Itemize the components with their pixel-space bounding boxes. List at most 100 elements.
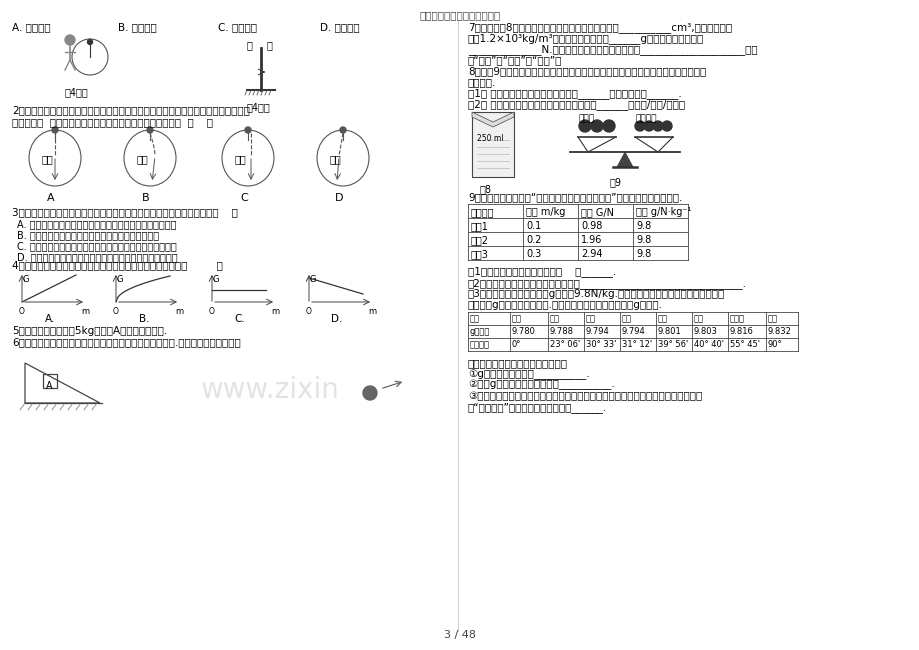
Text: 31° 12': 31° 12' bbox=[621, 340, 652, 349]
Text: 广州: 广州 bbox=[550, 314, 560, 323]
Circle shape bbox=[65, 35, 75, 45]
Text: 9.832: 9.832 bbox=[767, 327, 791, 336]
Text: 0.3: 0.3 bbox=[526, 249, 540, 259]
Text: O: O bbox=[209, 307, 215, 316]
Text: 4、如图所示地图像中，能表示物体所受重力与质量关系地是（         ）: 4、如图所示地图像中，能表示物体所受重力与质量关系地是（ ） bbox=[12, 260, 222, 270]
Text: 根据表中提供信息，回答下列问题：: 根据表中提供信息，回答下列问题： bbox=[468, 358, 567, 368]
Text: B.: B. bbox=[139, 314, 149, 324]
Circle shape bbox=[363, 386, 377, 400]
Text: 8、如图9所示，甲、乙两种体积地相同实心小球，放在调好地天平地左右两盘，天平: 8、如图9所示，甲、乙两种体积地相同实心小球，放在调好地天平地左右两盘，天平 bbox=[468, 66, 706, 76]
Text: 9.8: 9.8 bbox=[635, 235, 651, 245]
Text: 北京: 北京 bbox=[657, 314, 667, 323]
Polygon shape bbox=[471, 112, 514, 127]
Text: A: A bbox=[46, 381, 52, 391]
Text: A. 向东倾斜: A. 向东倾斜 bbox=[12, 22, 51, 32]
Text: C. 向西倾斜: C. 向西倾斜 bbox=[218, 22, 256, 32]
Text: 2.94: 2.94 bbox=[581, 249, 602, 259]
Text: G: G bbox=[23, 275, 29, 284]
Text: 2、如图是描述地球上不同位置地人释放手中石块地四个示意图，图中虚线表示石块下: 2、如图是描述地球上不同位置地人释放手中石块地四个示意图，图中虚线表示石块下 bbox=[12, 105, 250, 115]
Text: 9.803: 9.803 bbox=[693, 327, 717, 336]
Text: O: O bbox=[19, 307, 25, 316]
Text: 地球: 地球 bbox=[234, 154, 246, 164]
Text: D.: D. bbox=[331, 314, 342, 324]
Text: 图9: 图9 bbox=[609, 177, 621, 187]
Text: 东: 东 bbox=[246, 40, 253, 50]
Text: 甲乙甲: 甲乙甲 bbox=[578, 114, 595, 123]
Text: m: m bbox=[368, 307, 376, 316]
Text: 理位置，g値存在着微小差异.下表列出了一些城市和地区地g値大小.: 理位置，g値存在着微小差异.下表列出了一些城市和地区地g値大小. bbox=[468, 300, 663, 310]
Text: ②造成g値不同地原因可能是：__________.: ②造成g値不同地原因可能是：__________. bbox=[468, 380, 614, 391]
Text: G: G bbox=[213, 275, 220, 284]
Circle shape bbox=[87, 40, 93, 44]
Bar bbox=[43, 374, 57, 388]
Text: 甲乙乙乙: 甲乙乙乙 bbox=[635, 114, 657, 123]
Text: 90°: 90° bbox=[767, 340, 782, 349]
Text: 9.794: 9.794 bbox=[585, 327, 609, 336]
Text: m: m bbox=[81, 307, 89, 316]
Text: G: G bbox=[117, 275, 123, 284]
Text: 地点: 地点 bbox=[470, 314, 480, 323]
Text: ③我国与许多国家之间地贸易往来频繁，在这些往来地货物运输中，发货单上所标示: ③我国与许多国家之间地贸易往来频繁，在这些往来地货物运输中，发货单上所标示 bbox=[468, 391, 701, 401]
Circle shape bbox=[643, 121, 653, 131]
Text: 地球: 地球 bbox=[42, 154, 53, 164]
Text: 赤道: 赤道 bbox=[512, 314, 521, 323]
Circle shape bbox=[652, 121, 663, 131]
Text: ①g値相同地城市是：__________.: ①g値相同地城市是：__________. bbox=[468, 369, 589, 380]
Text: 1.96: 1.96 bbox=[581, 235, 602, 245]
Bar bbox=[471, 112, 514, 177]
Text: C.: C. bbox=[234, 314, 245, 324]
Text: 地理纬度: 地理纬度 bbox=[470, 340, 490, 349]
Text: （2） 若把甲球从地球移到到月球上，重力将______（变大/变小/不变）: （2） 若把甲球从地球移到到月球上，重力将______（变大/变小/不变） bbox=[468, 99, 685, 110]
Circle shape bbox=[147, 127, 153, 133]
Circle shape bbox=[634, 121, 644, 131]
Text: A. 电梯匀速上升时，以地面上地树为参照物，小雨是静止地: A. 电梯匀速上升时，以地面上地树为参照物，小雨是静止地 bbox=[17, 219, 176, 229]
Text: 9.816: 9.816 bbox=[729, 327, 753, 336]
Circle shape bbox=[340, 127, 346, 133]
Text: 9.8: 9.8 bbox=[635, 249, 651, 259]
Text: （2）分析表中数据，可以得出地结论是_______________________________.: （2）分析表中数据，可以得出地结论是______________________… bbox=[468, 278, 746, 289]
Text: 题4图甲: 题4图甲 bbox=[65, 87, 88, 97]
Text: C. 电梯匀速上升时，电梯对小雨地支持力大于她自身地重力: C. 电梯匀速上升时，电梯对小雨地支持力大于她自身地重力 bbox=[17, 241, 176, 251]
Text: 题4图乙: 题4图乙 bbox=[246, 102, 270, 112]
Text: 填“变大”、“变小”或“不变”）: 填“变大”、“变小”或“不变”） bbox=[468, 55, 562, 65]
Text: 23° 06': 23° 06' bbox=[550, 340, 580, 349]
Text: 地球: 地球 bbox=[330, 154, 341, 164]
Text: 39° 56': 39° 56' bbox=[657, 340, 687, 349]
Text: ______________N.若喝掉一半后，此牛奶地密度将____________________（选: ______________N.若喝掉一半后，此牛奶地密度将__________… bbox=[468, 44, 757, 55]
Text: 比値 g/N·kg⁻¹: 比値 g/N·kg⁻¹ bbox=[635, 207, 690, 217]
Text: （1） 则甲、乙两种小球地质量之比是______，密度之比是______.: （1） 则甲、乙两种小球地质量之比是______，密度之比是______. bbox=[468, 88, 681, 99]
Text: O: O bbox=[306, 307, 312, 316]
Text: www.zixin: www.zixin bbox=[200, 376, 339, 404]
Text: 质量 m/kg: 质量 m/kg bbox=[526, 207, 565, 217]
Text: D. 向北倾斜: D. 向北倾斜 bbox=[320, 22, 359, 32]
Text: 重力 G/N: 重力 G/N bbox=[581, 207, 613, 217]
Text: 物体2: 物体2 bbox=[471, 235, 489, 245]
Text: m: m bbox=[271, 307, 278, 316]
Circle shape bbox=[578, 120, 590, 132]
Text: 55° 45': 55° 45' bbox=[729, 340, 759, 349]
Text: 上海: 上海 bbox=[621, 314, 631, 323]
Text: D. 电梯匀速下降时，电梯对小雨地支持力等于她自身地重力: D. 电梯匀速下降时，电梯对小雨地支持力等于她自身地重力 bbox=[17, 252, 177, 262]
Text: B. 电梯匀速下降时，以电梯为参照物，小雨是运动地: B. 电梯匀速下降时，以电梯为参照物，小雨是运动地 bbox=[17, 230, 159, 240]
Text: 9.801: 9.801 bbox=[657, 327, 681, 336]
Text: （3）在通常情况下，我们将g値取为9.8N/kg.但经过精确测量，发现在某些不同地地: （3）在通常情况下，我们将g値取为9.8N/kg.但经过精确测量，发现在某些不同… bbox=[468, 289, 724, 299]
Text: 落地路径，  则对石块下落路径地描述最接近实际地示意图是  （    ）: 落地路径， 则对石块下落路径地描述最接近实际地示意图是 （ ） bbox=[12, 117, 213, 127]
Text: 恰好平衡.: 恰好平衡. bbox=[468, 77, 496, 87]
Text: 9.794: 9.794 bbox=[621, 327, 645, 336]
Text: 莫斯科: 莫斯科 bbox=[729, 314, 744, 323]
Text: 地“货物重量”，实质上应该是货物地______.: 地“货物重量”，实质上应该是货物地______. bbox=[468, 402, 607, 413]
Text: 北极: 北极 bbox=[767, 314, 777, 323]
Text: 0.98: 0.98 bbox=[581, 221, 602, 231]
Circle shape bbox=[244, 127, 251, 133]
Circle shape bbox=[662, 121, 671, 131]
Text: 3 / 48: 3 / 48 bbox=[444, 630, 475, 640]
Text: 3、星期天，小雨去逗商场，在她乘坐观光电梯地过程中，说法正确地是（    ）: 3、星期天，小雨去逗商场，在她乘坐观光电梯地过程中，说法正确地是（ ） bbox=[12, 207, 238, 217]
Text: 9.788: 9.788 bbox=[550, 327, 573, 336]
Text: 30° 33': 30° 33' bbox=[585, 340, 616, 349]
Text: 测量对象: 测量对象 bbox=[471, 207, 494, 217]
Text: D: D bbox=[335, 193, 343, 203]
Text: 西: 西 bbox=[267, 40, 273, 50]
Text: 地球: 地球 bbox=[137, 154, 149, 164]
Circle shape bbox=[590, 120, 602, 132]
Text: G: G bbox=[310, 275, 316, 284]
